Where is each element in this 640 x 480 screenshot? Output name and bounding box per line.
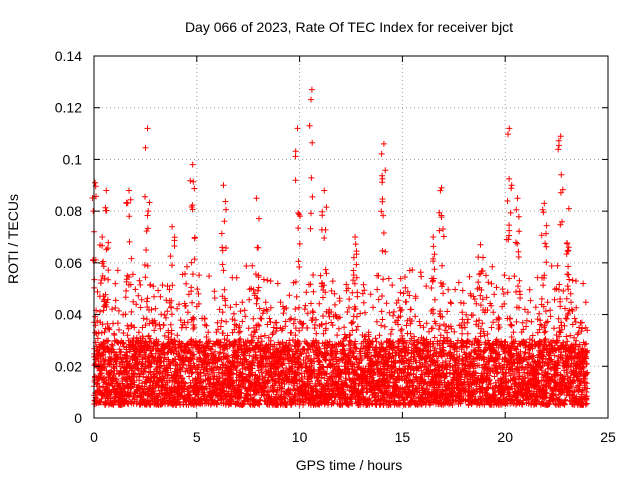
axis-ticks — [93, 55, 609, 419]
y-tick-label: 0.12 — [55, 100, 82, 116]
y-tick-label: 0.04 — [55, 307, 82, 323]
y-axis-label: ROTI / TECUs — [5, 194, 21, 284]
x-tick-label: 10 — [292, 429, 308, 445]
data-points — [89, 86, 591, 409]
x-tick-label: 25 — [600, 429, 616, 445]
y-tick-label: 0.02 — [55, 358, 82, 374]
y-tick-label: 0.06 — [55, 255, 82, 271]
x-axis-label: GPS time / hours — [296, 457, 403, 473]
y-tick-label: 0.08 — [55, 203, 82, 219]
x-tick-label: 15 — [395, 429, 411, 445]
y-tick-label: 0.14 — [55, 48, 82, 64]
x-tick-label: 20 — [497, 429, 513, 445]
x-tick-label: 5 — [193, 429, 201, 445]
y-tick-label: 0.1 — [63, 151, 83, 167]
plot-frame — [93, 55, 609, 419]
chart-title: Day 066 of 2023, Rate Of TEC Index for r… — [185, 19, 513, 35]
y-tick-label: 0 — [74, 410, 82, 426]
axis-tick-labels: 0 5 10 15 20 25 0 0.02 0.04 0.06 0.08 0.1 0.12 0.14 — [55, 48, 616, 445]
x-tick-label: 0 — [90, 429, 98, 445]
roti-scatter-points — [89, 86, 591, 409]
